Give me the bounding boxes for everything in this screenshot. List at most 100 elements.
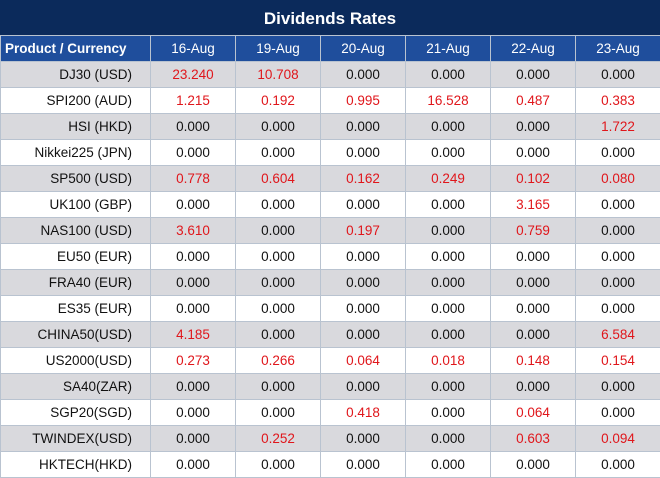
rate-cell: 0.000 bbox=[490, 295, 576, 322]
table-title: Dividends Rates bbox=[0, 0, 660, 35]
dividends-table: Product / Currency 16-Aug 19-Aug 20-Aug … bbox=[0, 35, 660, 478]
rate-cell: 4.185 bbox=[150, 321, 236, 348]
rate-cell: 0.000 bbox=[320, 61, 406, 88]
rate-cell: 0.162 bbox=[320, 165, 406, 192]
rate-cell: 0.266 bbox=[235, 347, 321, 374]
rate-cell: 0.418 bbox=[320, 399, 406, 426]
header-date: 21-Aug bbox=[405, 35, 491, 62]
rate-cell: 0.000 bbox=[405, 61, 491, 88]
header-date: 16-Aug bbox=[150, 35, 236, 62]
rate-cell: 0.000 bbox=[235, 191, 321, 218]
rate-cell: 0.759 bbox=[490, 217, 576, 244]
rate-cell: 0.000 bbox=[235, 269, 321, 296]
rate-cell: 3.165 bbox=[490, 191, 576, 218]
rate-cell: 0.000 bbox=[490, 451, 576, 478]
rate-cell: 0.000 bbox=[405, 321, 491, 348]
product-cell: SP500 (USD) bbox=[0, 165, 151, 192]
rate-cell: 0.064 bbox=[490, 399, 576, 426]
rate-cell: 0.000 bbox=[320, 269, 406, 296]
rate-cell: 0.000 bbox=[405, 399, 491, 426]
rate-cell: 0.778 bbox=[150, 165, 236, 192]
rate-cell: 0.000 bbox=[235, 295, 321, 322]
rate-cell: 1.722 bbox=[575, 113, 660, 140]
product-cell: DJ30 (USD) bbox=[0, 61, 151, 88]
table-row: SP500 (USD) 0.778 0.604 0.162 0.249 0.102 0.08… bbox=[0, 165, 660, 192]
rate-cell: 0.383 bbox=[575, 87, 660, 114]
rate-cell: 0.000 bbox=[575, 373, 660, 400]
rate-cell: 0.487 bbox=[490, 87, 576, 114]
header-date: 22-Aug bbox=[490, 35, 576, 62]
rate-cell: 0.000 bbox=[320, 295, 406, 322]
rate-cell: 10.708 bbox=[235, 61, 321, 88]
rate-cell: 0.000 bbox=[320, 321, 406, 348]
table-row: US2000(USD) 0.273 0.266 0.064 0.018 0.148 0.15… bbox=[0, 347, 660, 374]
rate-cell: 0.000 bbox=[320, 139, 406, 166]
rate-cell: 0.000 bbox=[405, 373, 491, 400]
rate-cell: 0.000 bbox=[490, 321, 576, 348]
table-row: TWINDEX(USD) 0.000 0.252 0.000 0.000 0.603 0.0… bbox=[0, 425, 660, 452]
rate-cell: 0.000 bbox=[150, 399, 236, 426]
rate-cell: 0.000 bbox=[150, 139, 236, 166]
rate-cell: 0.000 bbox=[575, 191, 660, 218]
rate-cell: 0.000 bbox=[405, 425, 491, 452]
rate-cell: 0.000 bbox=[235, 321, 321, 348]
rate-cell: 0.197 bbox=[320, 217, 406, 244]
rate-cell: 0.000 bbox=[490, 61, 576, 88]
rate-cell: 0.249 bbox=[405, 165, 491, 192]
rate-cell: 0.252 bbox=[235, 425, 321, 452]
table-row: CHINA50(USD) 4.185 0.000 0.000 0.000 0.000 6.5… bbox=[0, 321, 660, 348]
rate-cell: 0.000 bbox=[490, 373, 576, 400]
rate-cell: 0.000 bbox=[150, 373, 236, 400]
rate-cell: 0.000 bbox=[575, 399, 660, 426]
rate-cell: 0.000 bbox=[150, 295, 236, 322]
rate-cell: 0.192 bbox=[235, 87, 321, 114]
table-row: ES35 (EUR) 0.000 0.000 0.000 0.000 0.000 0.000 bbox=[0, 295, 660, 322]
product-cell: NAS100 (USD) bbox=[0, 217, 151, 244]
header-product-currency: Product / Currency bbox=[0, 35, 151, 62]
rate-cell: 0.000 bbox=[320, 425, 406, 452]
rate-cell: 0.000 bbox=[150, 451, 236, 478]
product-cell: ES35 (EUR) bbox=[0, 295, 151, 322]
rate-cell: 0.000 bbox=[235, 373, 321, 400]
rate-cell: 0.080 bbox=[575, 165, 660, 192]
product-cell: FRA40 (EUR) bbox=[0, 269, 151, 296]
rate-cell: 0.000 bbox=[235, 399, 321, 426]
product-cell: EU50 (EUR) bbox=[0, 243, 151, 270]
rate-cell: 23.240 bbox=[150, 61, 236, 88]
rate-cell: 0.000 bbox=[575, 243, 660, 270]
rate-cell: 0.000 bbox=[405, 217, 491, 244]
rate-cell: 0.000 bbox=[235, 217, 321, 244]
table-row: UK100 (GBP) 0.000 0.000 0.000 0.000 3.165 0.00… bbox=[0, 191, 660, 218]
rate-cell: 0.000 bbox=[405, 451, 491, 478]
rate-cell: 0.000 bbox=[235, 139, 321, 166]
rate-cell: 0.000 bbox=[235, 243, 321, 270]
rate-cell: 0.000 bbox=[150, 113, 236, 140]
header-date: 20-Aug bbox=[320, 35, 406, 62]
header-date: 19-Aug bbox=[235, 35, 321, 62]
rate-cell: 0.094 bbox=[575, 425, 660, 452]
table-row: SA40(ZAR) 0.000 0.000 0.000 0.000 0.000 0.000 bbox=[0, 373, 660, 400]
product-cell: SA40(ZAR) bbox=[0, 373, 151, 400]
product-cell: UK100 (GBP) bbox=[0, 191, 151, 218]
rate-cell: 0.064 bbox=[320, 347, 406, 374]
table-row: FRA40 (EUR) 0.000 0.000 0.000 0.000 0.000 0.00… bbox=[0, 269, 660, 296]
rate-cell: 0.000 bbox=[320, 373, 406, 400]
rate-cell: 0.273 bbox=[150, 347, 236, 374]
rate-cell: 0.000 bbox=[405, 191, 491, 218]
rate-cell: 0.000 bbox=[150, 243, 236, 270]
product-cell: HKTECH(HKD) bbox=[0, 451, 151, 478]
rate-cell: 0.000 bbox=[490, 113, 576, 140]
product-cell: SPI200 (AUD) bbox=[0, 87, 151, 114]
rate-cell: 0.000 bbox=[320, 451, 406, 478]
rate-cell: 0.102 bbox=[490, 165, 576, 192]
product-cell: TWINDEX(USD) bbox=[0, 425, 151, 452]
product-cell: HSI (HKD) bbox=[0, 113, 151, 140]
table-row: SPI200 (AUD) 1.215 0.192 0.995 16.528 0.487 0.… bbox=[0, 87, 660, 114]
rate-cell: 0.000 bbox=[150, 191, 236, 218]
rate-cell: 1.215 bbox=[150, 87, 236, 114]
rate-cell: 0.000 bbox=[235, 113, 321, 140]
rate-cell: 0.000 bbox=[150, 269, 236, 296]
rate-cell: 0.604 bbox=[235, 165, 321, 192]
rate-cell: 0.995 bbox=[320, 87, 406, 114]
rate-cell: 3.610 bbox=[150, 217, 236, 244]
